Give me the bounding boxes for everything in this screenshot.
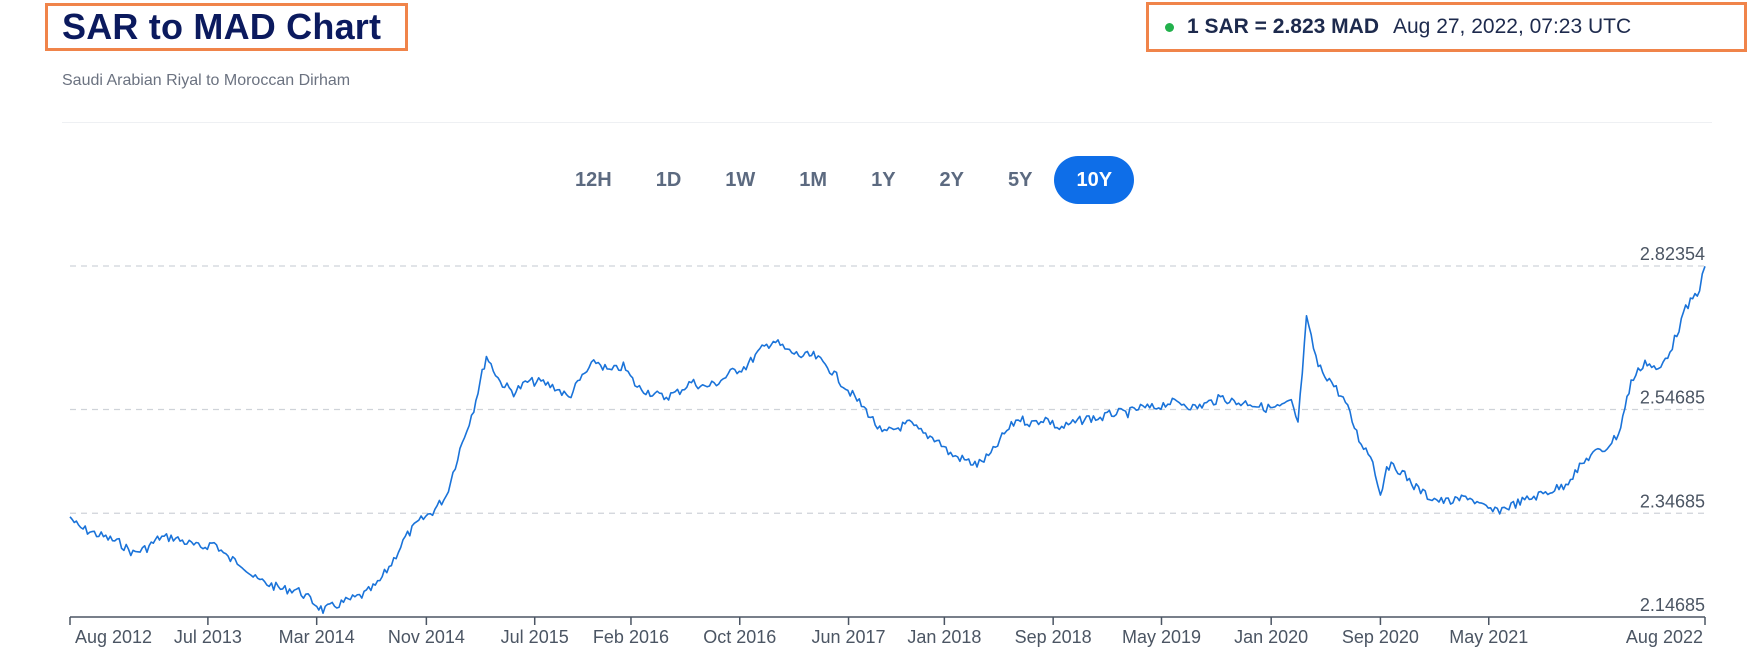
page-subtitle: Saudi Arabian Riyal to Moroccan Dirham <box>62 72 351 89</box>
x-tick-label: Jan 2018 <box>907 627 981 647</box>
y-tick-label: 2.34685 <box>1640 491 1705 511</box>
range-tab-10y[interactable]: 10Y <box>1054 156 1135 204</box>
x-tick-label: Aug 2012 <box>75 627 152 647</box>
x-tick-label: Feb 2016 <box>593 627 669 647</box>
x-tick-label: Mar 2014 <box>279 627 355 647</box>
range-tab-5y[interactable]: 5Y <box>986 156 1054 204</box>
x-tick-label: Jun 2017 <box>812 627 886 647</box>
y-tick-label: 2.54685 <box>1640 388 1705 408</box>
series-line <box>69 266 1706 614</box>
range-tab-1d[interactable]: 1D <box>634 156 704 204</box>
x-tick-label: Sep 2018 <box>1015 627 1092 647</box>
live-rate-box: 1 SAR = 2.823 MAD Aug 27, 2022, 07:23 UT… <box>1146 2 1747 52</box>
range-tab-1m[interactable]: 1M <box>777 156 849 204</box>
header-divider <box>62 122 1712 123</box>
range-tab-1w[interactable]: 1W <box>703 156 777 204</box>
x-tick-label: May 2021 <box>1449 627 1528 647</box>
x-axis: Aug 2012 Jul 2013 Mar 2014 Nov 2014 Jul 2015… <box>69 616 1706 647</box>
x-tick-label: Jul 2013 <box>174 627 242 647</box>
live-rate-text: 1 SAR = 2.823 MAD <box>1187 15 1379 38</box>
y-tick-label: 2.82354 <box>1640 244 1705 264</box>
x-tick-label: Sep 2020 <box>1342 627 1419 647</box>
chart-title-box: SAR to MAD Chart <box>45 3 408 51</box>
x-tick-label: Nov 2014 <box>388 627 465 647</box>
range-tabs: 12H 1D 1W 1M 1Y 2Y 5Y 10Y <box>553 156 1135 204</box>
live-status-icon <box>1165 22 1174 32</box>
rate-timestamp: Aug 27, 2022, 07:23 UTC <box>1393 15 1632 38</box>
chart-series <box>69 266 1706 614</box>
page-title: SAR to MAD Chart <box>62 6 382 47</box>
range-tab-12h[interactable]: 12H <box>553 156 634 204</box>
x-tick-label: Jan 2020 <box>1234 627 1308 647</box>
range-tab-2y[interactable]: 2Y <box>918 156 986 204</box>
y-axis-labels: 2.82354 2.54685 2.34685 2.14685 <box>1640 244 1705 615</box>
range-tab-1y[interactable]: 1Y <box>849 156 917 204</box>
x-tick-label: May 2019 <box>1122 627 1201 647</box>
chart-grid <box>70 265 1705 514</box>
y-tick-label: 2.14685 <box>1640 595 1705 615</box>
x-tick-label: Oct 2016 <box>703 627 776 647</box>
x-tick-label: Jul 2015 <box>501 627 569 647</box>
x-tick-label: Aug 2022 <box>1626 627 1703 647</box>
